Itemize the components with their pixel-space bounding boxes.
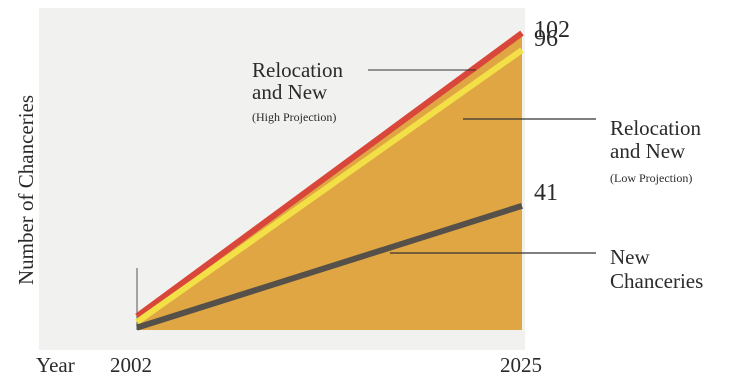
annotation-high-line-3: (High Projection) xyxy=(252,110,336,124)
series-line-new-chanceries xyxy=(136,202,523,331)
annotation-new-chanceries: New Chanceries xyxy=(390,245,703,293)
data-label-high: 102 xyxy=(534,17,570,43)
y-axis-label: Number of Chanceries xyxy=(14,95,38,285)
x-tick-label-2025: 2025 xyxy=(500,353,542,377)
annotation-high-line-1: Relocation xyxy=(252,58,343,82)
x-axis-label: Year xyxy=(36,353,75,377)
annotation-low-line-2: and New xyxy=(610,139,686,163)
data-label-low: 96 xyxy=(534,26,558,52)
series-line-high-projection xyxy=(135,30,524,319)
annotation-low-line-3: (Low Projection) xyxy=(610,171,692,185)
x-tick-label-2002: 2002 xyxy=(110,353,152,377)
data-label-new: 41 xyxy=(534,180,558,206)
annotation-new-line-2: Chanceries xyxy=(610,269,703,293)
annotation-new-line-1: New xyxy=(610,245,650,269)
annotation-low-projection: Relocation and New (Low Projection) xyxy=(463,116,701,185)
series-line-low-projection xyxy=(135,47,524,325)
annotation-low-line-1: Relocation xyxy=(610,116,701,140)
annotation-high-projection: Relocation and New (High Projection) xyxy=(252,58,476,124)
annotation-high-line-2: and New xyxy=(252,80,328,104)
